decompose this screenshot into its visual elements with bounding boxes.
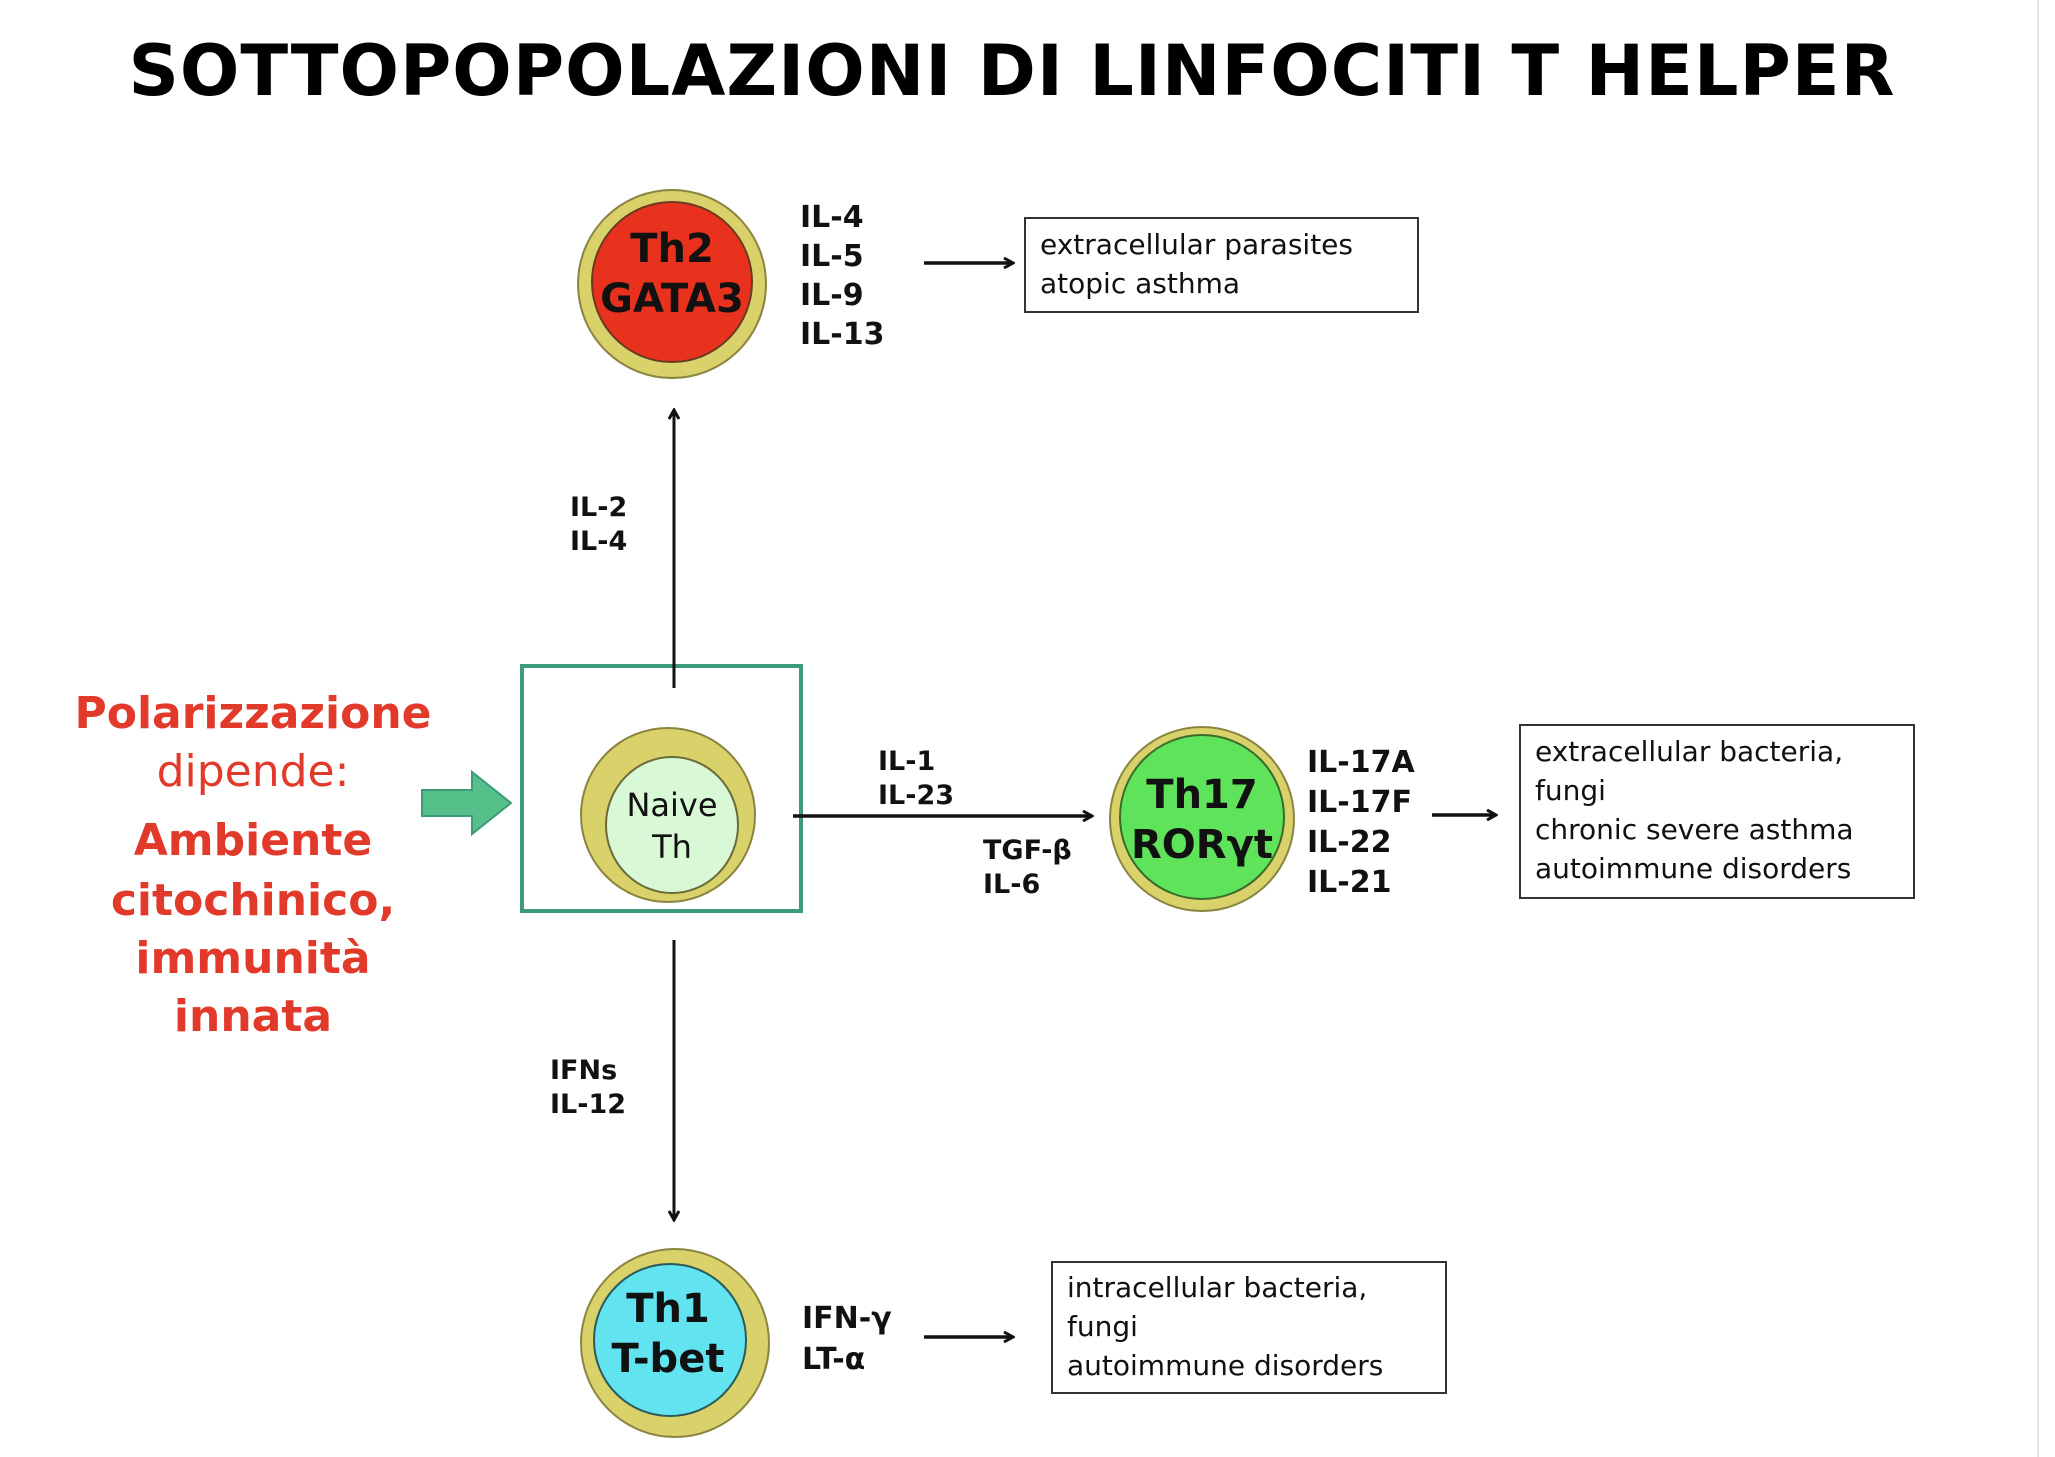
th2-factor: GATA3 (600, 276, 744, 322)
th17-cell: Th17 RORγt (1109, 726, 1295, 912)
polarization-line: citochinico, (111, 875, 395, 926)
th2-inducer: IL-4 (570, 526, 627, 557)
th1-outcome: intracellular bacteria, (1067, 1271, 1367, 1304)
naive-label: Th (651, 828, 692, 866)
th1-cell: Th1 T-bet (580, 1248, 770, 1438)
th2-inducer: IL-2 (570, 492, 627, 523)
th1-outcome: fungi (1067, 1310, 1138, 1343)
polarization-line: immunità (135, 933, 370, 984)
th17-outcome: autoimmune disorders (1535, 852, 1851, 885)
th17-outcome: chronic severe asthma (1535, 813, 1854, 846)
th1-name: Th1 (626, 1286, 710, 1332)
naive-th-cell: Naive Th (580, 727, 756, 903)
page-title: SOTTOPOPOLAZIONI DI LINFOCITI T HELPER (128, 30, 1895, 112)
th1-factor: T-bet (612, 1336, 725, 1382)
th17-cytokine: IL-17A (1307, 745, 1415, 780)
th17-inducer: IL-23 (878, 780, 954, 811)
th17-cytokine: IL-22 (1307, 825, 1391, 860)
naive-label: Naive (626, 786, 717, 824)
th17-outcome-box (1519, 724, 1915, 899)
polarization-line: innata (174, 991, 332, 1042)
th17-factor: RORγt (1131, 822, 1273, 868)
th17-inducer: TGF-β (983, 835, 1072, 866)
th2-cytokine: IL-9 (800, 278, 864, 313)
th2-outcome-box (1024, 217, 1419, 313)
th1-cytokine: LT-α (802, 1342, 865, 1377)
th2-cytokine: IL-5 (800, 239, 864, 274)
th1-inducer: IL-12 (550, 1089, 626, 1120)
th17-name: Th17 (1146, 772, 1257, 818)
th1-inducer: IFNs (550, 1055, 617, 1086)
th2-outcome: atopic asthma (1040, 267, 1240, 300)
polarization-note: Polarizzazione dipende: Ambiente citochi… (74, 688, 431, 1042)
th2-cytokine: IL-13 (800, 317, 884, 352)
polarization-line: Ambiente (134, 815, 373, 866)
th2-cytokine: IL-4 (800, 200, 864, 235)
th17-outcome: fungi (1535, 774, 1606, 807)
th17-cytokine: IL-21 (1307, 865, 1391, 900)
th1-outcome: autoimmune disorders (1067, 1349, 1383, 1382)
input-arrow-icon (421, 769, 513, 837)
th1-outcome-box (1051, 1261, 1447, 1394)
th17-outcome: extracellular bacteria, (1535, 735, 1843, 768)
polarization-line: dipende: (157, 746, 350, 797)
th2-name: Th2 (630, 226, 714, 272)
th17-inducer: IL-1 (878, 746, 935, 777)
th17-cytokine: IL-17F (1307, 785, 1412, 820)
th1-cytokine: IFN-γ (802, 1301, 892, 1336)
th17-inducer: IL-6 (983, 869, 1040, 900)
th2-outcome: extracellular parasites (1040, 228, 1353, 261)
polarization-line: Polarizzazione (74, 688, 431, 739)
naive-frame (520, 664, 803, 913)
th2-cell: Th2 GATA3 (577, 189, 767, 379)
